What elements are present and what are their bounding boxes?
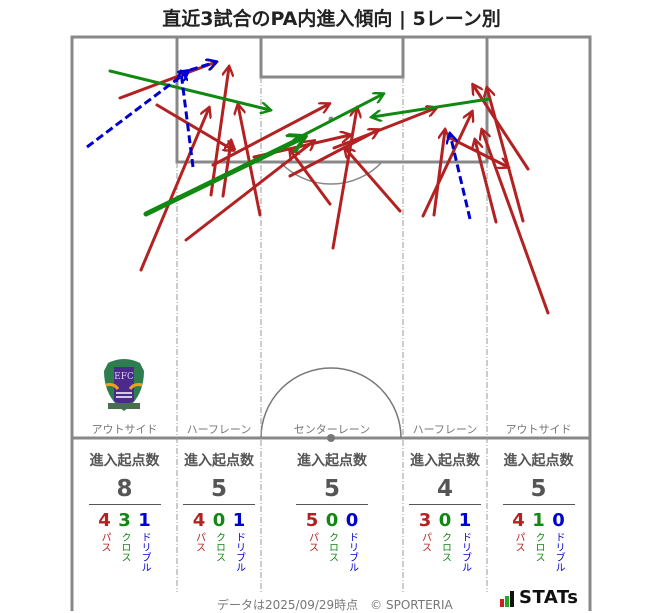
cross-count: 3 <box>118 510 131 531</box>
lane-stats-left-halfspace: 進入起点数 5 4 パス 0 クロス 1 ドリブル <box>177 450 261 572</box>
dribble-count: 0 <box>552 510 565 531</box>
stats-logo-text: STATs <box>519 587 579 608</box>
stats-header: 進入起点数 <box>184 453 254 469</box>
dribble-count: 1 <box>138 510 151 531</box>
cross-count: 0 <box>325 510 339 531</box>
dribble-label: ドリブル <box>459 532 471 572</box>
stats-header: 進入起点数 <box>503 453 574 469</box>
stats-header: 進入起点数 <box>297 453 367 469</box>
lane-stats-right-halfspace: 進入起点数 4 3 パス 0 クロス 1 ドリブル <box>403 450 487 572</box>
lane-label-left-outside: アウトサイド <box>91 423 158 436</box>
team-crest: EFC <box>104 359 144 411</box>
pass-count: 4 <box>192 510 206 531</box>
cross-count: 1 <box>532 510 545 531</box>
dribble-count: 0 <box>345 510 359 531</box>
dribble-count: 1 <box>232 510 246 531</box>
dribble-label: ドリブル <box>139 532 150 572</box>
dribble-label: ドリブル <box>233 532 245 572</box>
lane-label-left-halfspace: ハーフレーン <box>186 423 252 436</box>
stats-total: 5 <box>210 476 227 502</box>
cross-label: クロス <box>533 532 544 562</box>
lane-label-right-outside: アウトサイド <box>505 423 572 436</box>
stats-total: 4 <box>436 476 453 502</box>
cross-label: クロス <box>213 532 225 562</box>
stats-header: 進入起点数 <box>410 453 480 469</box>
stats-total: 5 <box>530 476 547 502</box>
pass-count: 3 <box>418 510 432 531</box>
stats-total: 5 <box>323 476 340 502</box>
cross-arrows <box>108 69 491 217</box>
dribble-label: ドリブル <box>553 532 564 572</box>
dribble-count: 1 <box>458 510 472 531</box>
pass-label: パス <box>306 532 318 552</box>
pass-label: パス <box>193 532 205 552</box>
chart-title: 直近3試合のPA内進入傾向 | 5レーン別 <box>162 8 501 30</box>
stats-logo: STATs <box>500 589 578 607</box>
lane-stats-right-outside: 進入起点数 5 4 パス 1 クロス 0 ドリブル <box>487 450 590 572</box>
cross-label: クロス <box>119 532 130 562</box>
dribble-arrows <box>86 62 472 220</box>
pass-arrows <box>118 62 550 315</box>
lane-label-center: センターレーン <box>293 423 371 436</box>
stats-total: 8 <box>116 476 133 502</box>
crest-text: EFC <box>114 372 134 382</box>
dribble-label: ドリブル <box>346 532 358 572</box>
lane-label-right-halfspace: ハーフレーン <box>412 423 478 436</box>
pass-count: 4 <box>98 510 111 531</box>
pass-count: 4 <box>512 510 525 531</box>
cross-count: 0 <box>212 510 226 531</box>
data-timestamp-footer: データは2025/09/29時点 © SPORTERIA <box>217 598 453 612</box>
pass-label: パス <box>419 532 431 552</box>
cross-label: クロス <box>439 532 451 562</box>
lane-stats-left-outside: 進入起点数 8 4 パス 3 クロス 1 ドリブル <box>72 450 177 572</box>
pass-count: 5 <box>305 510 319 531</box>
pass-label: パス <box>99 532 110 552</box>
lane-stats-center: 進入起点数 5 5 パス 0 クロス 0 ドリブル <box>261 450 403 572</box>
stats-header: 進入起点数 <box>89 453 160 469</box>
cross-count: 0 <box>438 510 452 531</box>
pass-label: パス <box>513 532 524 552</box>
bar-chart-icon <box>500 591 514 607</box>
cross-label: クロス <box>326 532 338 562</box>
